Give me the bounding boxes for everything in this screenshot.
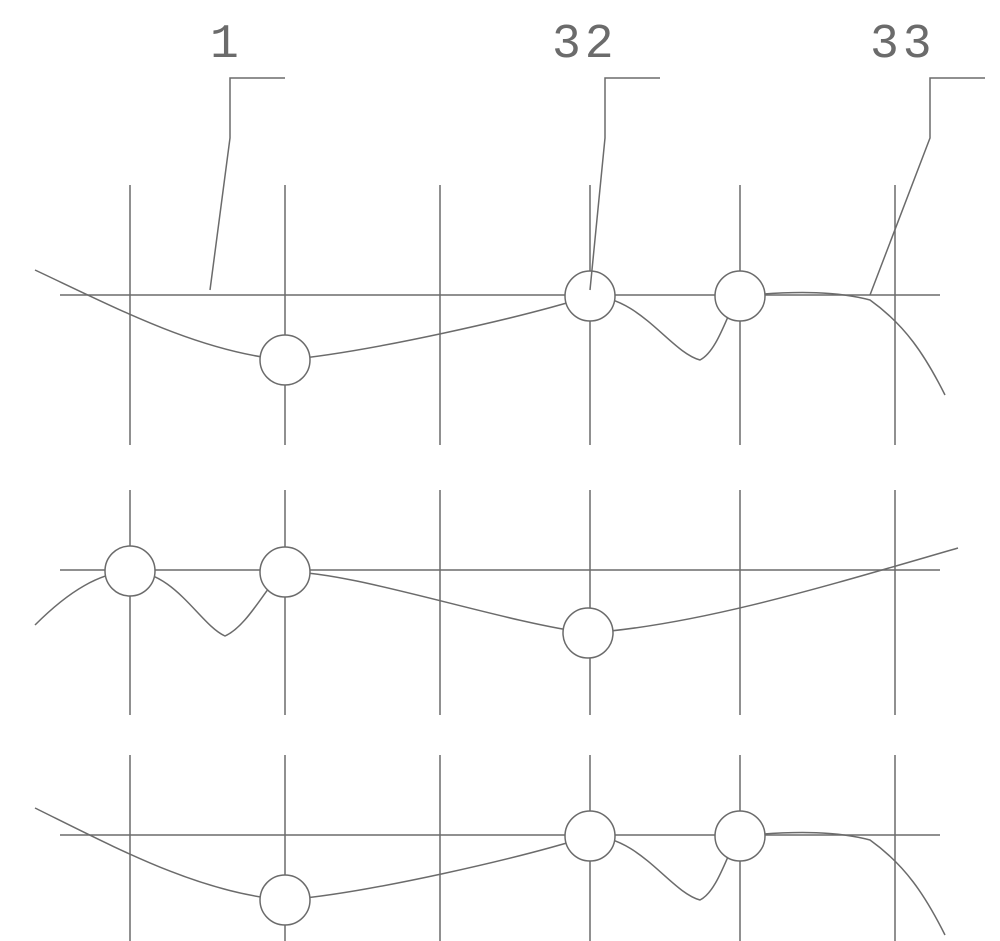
label-1: 1 — [210, 18, 243, 72]
label-33: 33 — [870, 18, 936, 72]
curve-0 — [35, 270, 945, 395]
joint-circle-3 — [105, 546, 155, 596]
joint-circle-2 — [715, 271, 765, 321]
joint-circle-4 — [260, 547, 310, 597]
leader-0 — [210, 78, 285, 290]
curve-1 — [35, 548, 958, 636]
label-32: 32 — [552, 18, 618, 72]
joint-circle-5 — [563, 608, 613, 658]
joint-circle-1 — [565, 271, 615, 321]
leader-2 — [870, 78, 985, 295]
diagram-canvas — [0, 0, 1000, 941]
joint-circle-7 — [565, 811, 615, 861]
joint-circle-6 — [260, 875, 310, 925]
curve-2 — [35, 808, 945, 935]
joint-circle-8 — [715, 811, 765, 861]
leader-1 — [590, 78, 660, 290]
joint-circle-0 — [260, 335, 310, 385]
